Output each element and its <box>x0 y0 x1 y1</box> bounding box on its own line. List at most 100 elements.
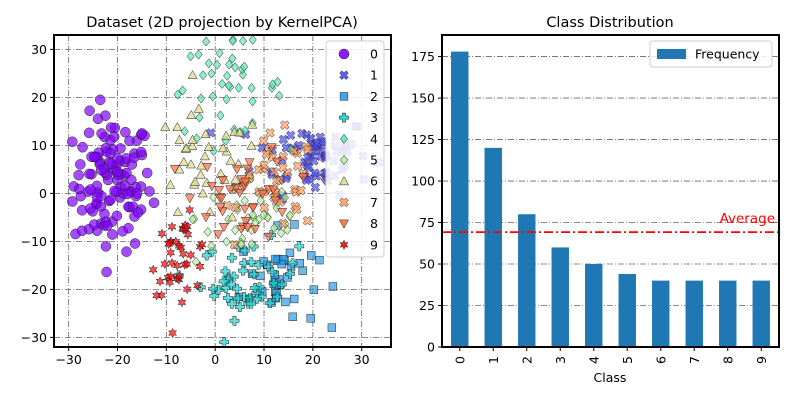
y-tick-label: −30 <box>21 330 47 345</box>
point-class-4 <box>225 59 234 70</box>
x-tick-label: −10 <box>153 352 179 367</box>
point-class-4 <box>215 48 224 59</box>
point-class-6 <box>190 176 201 186</box>
point-class-0 <box>75 159 86 170</box>
legend-label-class-1: 1 <box>370 68 378 83</box>
bar-y-tick-label: 75 <box>419 215 435 230</box>
y-tick-label: 20 <box>31 90 47 105</box>
point-class-6 <box>247 119 258 129</box>
point-class-2 <box>306 314 315 323</box>
point-class-3 <box>268 278 279 288</box>
point-class-0 <box>135 146 147 158</box>
point-class-0 <box>112 166 123 178</box>
point-class-4 <box>240 61 249 72</box>
point-class-0 <box>84 105 95 117</box>
point-class-0 <box>105 194 116 206</box>
point-class-8 <box>236 225 247 235</box>
point-class-0 <box>91 191 103 203</box>
point-class-6 <box>193 103 204 113</box>
point-class-4 <box>228 35 237 46</box>
point-class-0 <box>119 180 131 192</box>
legend-marker-class-1 <box>339 70 349 80</box>
point-class-2 <box>307 251 316 260</box>
point-class-6 <box>234 127 245 137</box>
bar-y-tick-label: 50 <box>419 257 435 272</box>
point-class-6 <box>217 143 229 153</box>
bar-class-9 <box>752 280 770 347</box>
point-class-7 <box>280 120 290 130</box>
point-class-8 <box>244 158 255 168</box>
point-class-7 <box>253 164 264 175</box>
point-class-8 <box>234 188 245 198</box>
point-class-3 <box>272 291 283 302</box>
point-class-0 <box>115 143 126 154</box>
point-class-4 <box>216 110 225 121</box>
bar-x-tick-label: 8 <box>720 356 735 364</box>
point-class-4 <box>247 82 256 93</box>
point-class-0 <box>108 131 120 143</box>
point-class-1 <box>285 130 296 141</box>
point-class-3 <box>294 241 305 252</box>
scatter-title: Dataset (2D projection by KernelPCA) <box>86 15 357 31</box>
legend-marker-class-8 <box>338 219 350 229</box>
point-class-6 <box>178 156 189 166</box>
point-class-3 <box>220 283 231 293</box>
point-class-4 <box>223 70 232 81</box>
point-class-0 <box>109 185 120 197</box>
point-class-4 <box>173 89 182 100</box>
point-class-7 <box>258 136 269 146</box>
point-class-7 <box>291 204 302 215</box>
legend-marker-class-3 <box>339 112 349 123</box>
legend-label-class-4: 4 <box>370 131 378 146</box>
point-class-4 <box>197 93 206 104</box>
point-class-4 <box>204 58 213 69</box>
point-class-3 <box>265 298 276 308</box>
point-class-0 <box>85 203 96 214</box>
point-class-3 <box>249 269 260 280</box>
point-class-8 <box>169 165 180 175</box>
point-class-3 <box>253 259 264 270</box>
point-class-3 <box>287 258 298 269</box>
y-tick-label: −20 <box>21 282 47 297</box>
bar-y-tick-label: 25 <box>419 298 435 313</box>
point-class-8 <box>215 202 226 212</box>
point-class-4 <box>195 112 204 123</box>
point-class-4 <box>213 59 222 70</box>
point-class-2 <box>288 312 297 321</box>
point-class-3 <box>267 266 278 277</box>
legend-marker-class-5 <box>339 154 349 166</box>
point-class-4 <box>239 35 248 46</box>
point-class-9 <box>165 277 175 288</box>
bar-class-0 <box>451 51 469 348</box>
point-class-4 <box>228 53 237 64</box>
scatter-legend: 0 1 2 3 4 5 6 7 8 9 <box>325 40 385 258</box>
point-class-5 <box>249 209 258 220</box>
legend-label-class-0: 0 <box>370 47 378 62</box>
bar-y-tick-label: 175 <box>411 49 435 64</box>
bar-legend-label: Frequency <box>695 47 760 62</box>
point-class-4 <box>238 69 247 80</box>
point-class-9 <box>185 204 195 216</box>
bar-xlabel: Class <box>594 370 627 385</box>
legend-label-class-3: 3 <box>370 110 378 125</box>
point-class-5 <box>207 241 216 252</box>
point-class-8 <box>216 193 227 203</box>
point-class-2 <box>290 294 299 304</box>
point-class-4 <box>202 36 211 47</box>
point-class-3 <box>220 266 231 277</box>
point-class-4 <box>231 62 240 73</box>
bar-x-tick-label: 7 <box>687 356 702 364</box>
point-class-1 <box>312 138 322 148</box>
point-class-7 <box>278 218 288 229</box>
point-class-9 <box>182 221 192 232</box>
point-class-0 <box>85 184 96 195</box>
point-class-0 <box>76 225 88 237</box>
point-class-7 <box>302 215 313 226</box>
point-class-4 <box>218 78 227 89</box>
point-class-4 <box>207 68 216 79</box>
point-class-0 <box>95 94 106 106</box>
point-class-0 <box>131 188 143 199</box>
point-class-8 <box>231 165 242 175</box>
legend-marker-class-9 <box>339 239 349 251</box>
